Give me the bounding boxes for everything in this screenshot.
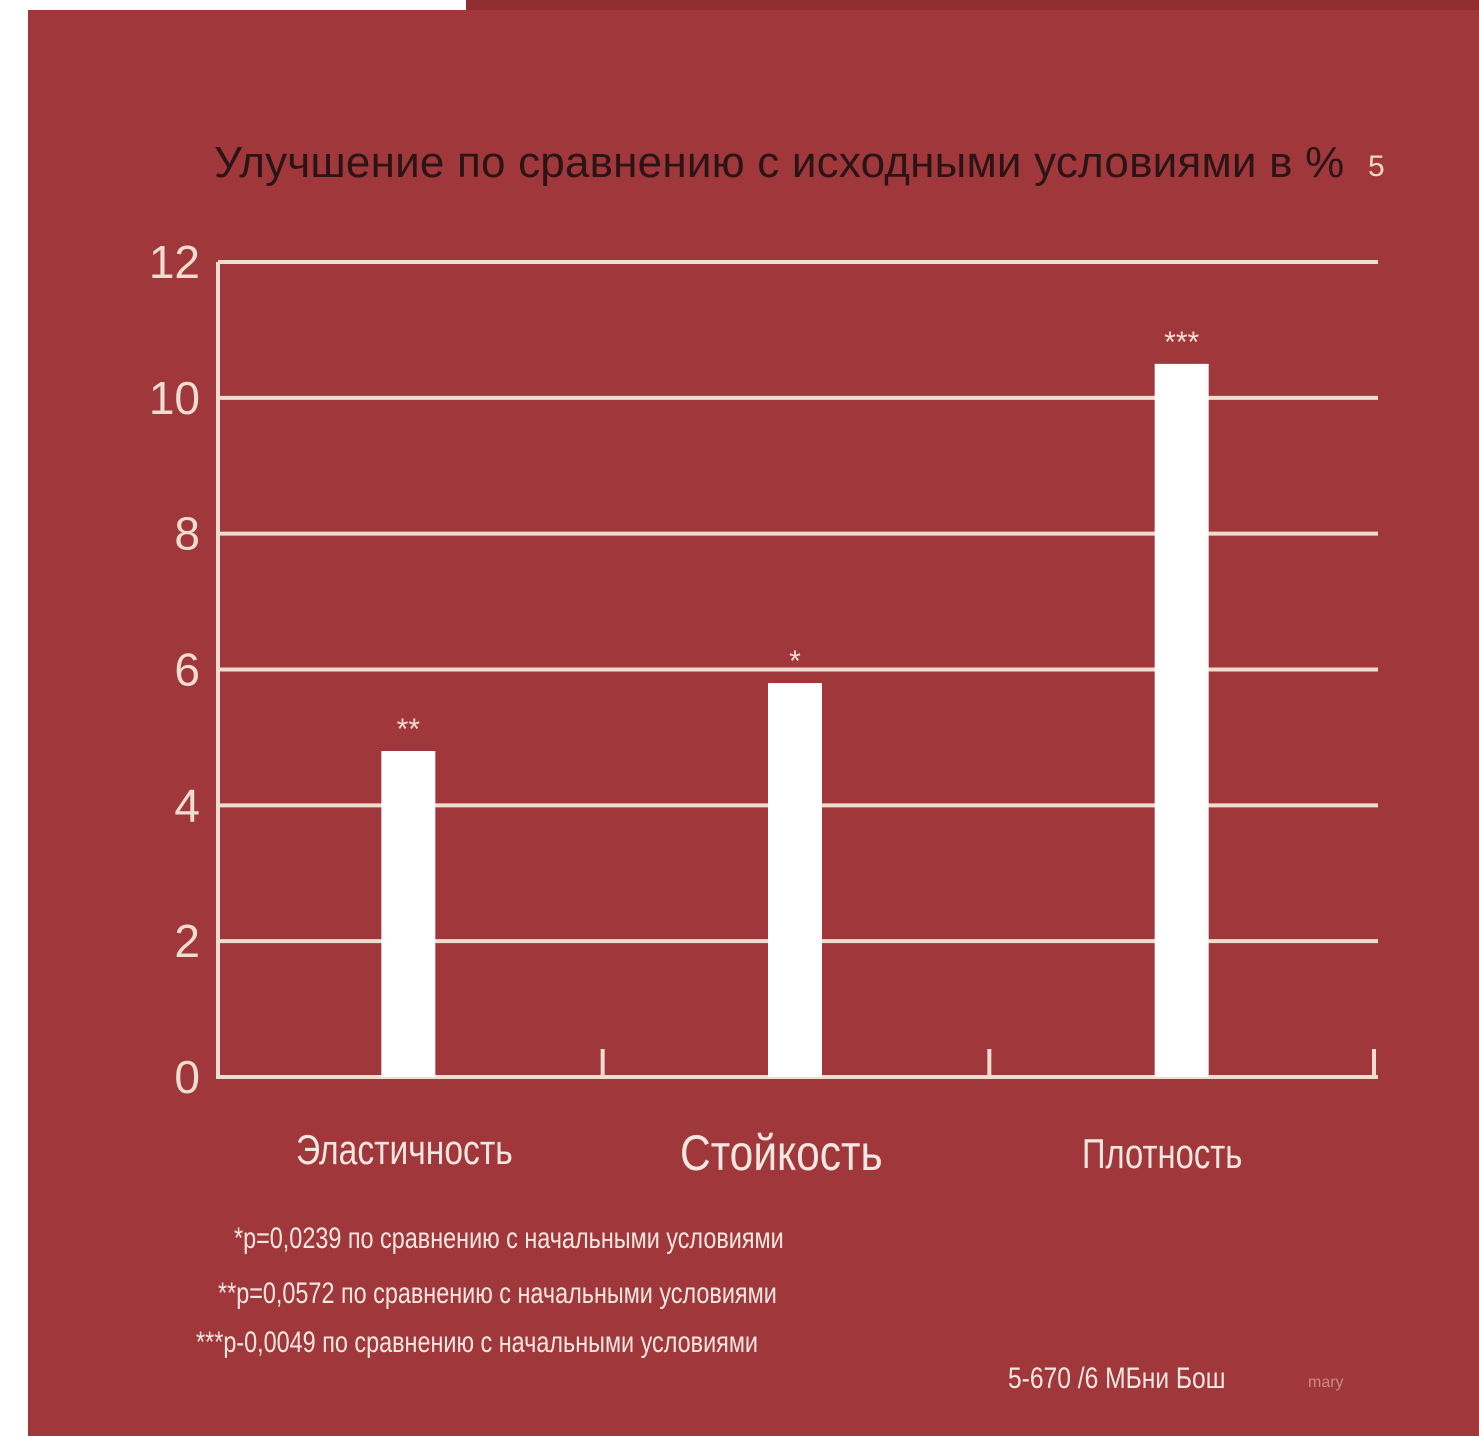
- title-suffix: 5: [1368, 150, 1385, 183]
- y-tick-label: 10: [149, 372, 200, 424]
- chart-panel: [28, 10, 1479, 1436]
- footnote-3: ***p-0,0049 по сравнению с начальными ус…: [196, 1326, 759, 1359]
- footnote-1: *p=0,0239 по сравнению с начальными усло…: [234, 1222, 784, 1255]
- bar-1: [381, 751, 436, 1077]
- category-label-elasticity: Эластичность: [296, 1126, 513, 1173]
- y-tick-label: 12: [149, 236, 200, 288]
- footnote-2: **p=0,0572 по сравнению с начальными усл…: [218, 1277, 777, 1310]
- y-tick-label: 2: [174, 915, 200, 967]
- category-label-stability: Стойкость: [680, 1125, 883, 1181]
- bar-significance-label: *: [789, 645, 801, 678]
- top-strip: [466, 0, 1479, 10]
- category-label-density: Плотность: [1082, 1130, 1243, 1177]
- source-small-text: mary: [1308, 1374, 1344, 1391]
- bar-significance-label: **: [397, 713, 421, 746]
- y-tick-label: 4: [174, 779, 200, 831]
- page-margin: [0, 0, 28, 1436]
- bar-2: [768, 683, 822, 1077]
- y-tick-label: 0: [174, 1051, 200, 1103]
- y-tick-label: 6: [174, 644, 200, 696]
- chart-title: Улучшение по сравнению с исходными услов…: [214, 138, 1345, 187]
- source-code: 5-670 /6 МБни Бош: [1008, 1362, 1226, 1395]
- bar-3: [1154, 363, 1209, 1077]
- y-tick-label: 8: [174, 508, 200, 560]
- bar-significance-label: ***: [1164, 326, 1199, 359]
